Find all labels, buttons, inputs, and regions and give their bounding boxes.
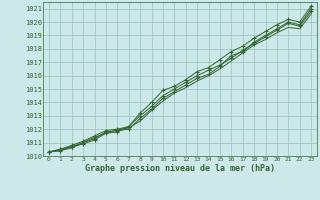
X-axis label: Graphe pression niveau de la mer (hPa): Graphe pression niveau de la mer (hPa) <box>85 164 275 173</box>
